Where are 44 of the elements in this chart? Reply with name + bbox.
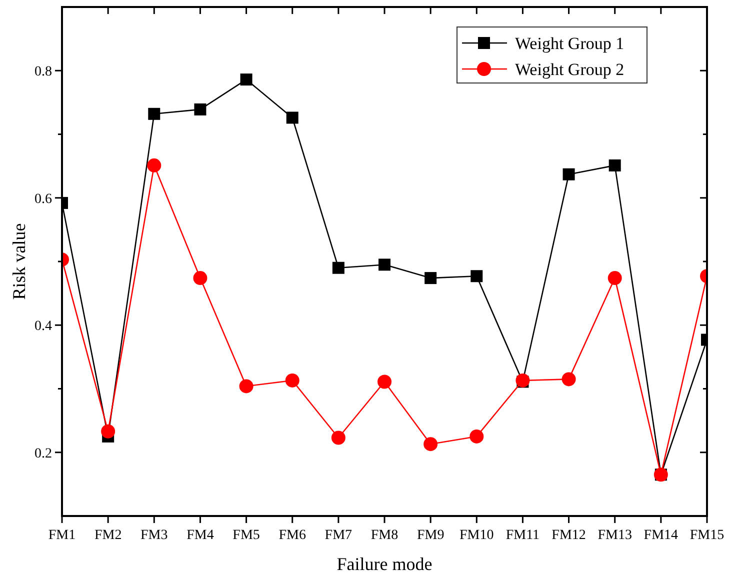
x-tick-label: FM6 bbox=[278, 528, 306, 543]
point bbox=[101, 424, 116, 438]
point bbox=[148, 108, 160, 120]
x-tick-label: FM13 bbox=[598, 528, 632, 543]
point bbox=[608, 271, 622, 286]
legend-label: Weight Group 1 bbox=[515, 34, 624, 53]
y-axis-title: Risk value bbox=[9, 223, 29, 300]
x-tick-label: FM7 bbox=[324, 528, 352, 543]
point bbox=[470, 429, 484, 444]
x-tick-label: FM11 bbox=[506, 528, 540, 543]
x-tick-label: FM15 bbox=[690, 528, 724, 543]
point bbox=[286, 112, 298, 124]
x-tick-label: FM8 bbox=[370, 528, 398, 543]
y-tick-label: 0.2 bbox=[34, 446, 52, 462]
y-tick-label: 0.4 bbox=[34, 319, 52, 334]
point bbox=[332, 262, 344, 274]
point bbox=[424, 272, 437, 284]
point bbox=[285, 373, 300, 388]
point bbox=[378, 374, 392, 389]
x-tick-label: FM4 bbox=[186, 528, 214, 543]
point bbox=[378, 258, 390, 271]
point bbox=[239, 379, 254, 394]
x-tick-label: FM1 bbox=[48, 528, 76, 543]
point bbox=[147, 158, 162, 172]
x-tick-label: FM14 bbox=[644, 528, 678, 543]
point bbox=[562, 168, 575, 180]
x-tick-label: FM9 bbox=[416, 528, 444, 543]
point bbox=[424, 437, 438, 452]
y-tick-label: 0.8 bbox=[34, 64, 52, 80]
point bbox=[240, 74, 252, 86]
x-tick-label: FM5 bbox=[232, 528, 260, 543]
x-tick-label: FM2 bbox=[94, 528, 122, 543]
x-axis-title: Failure mode bbox=[336, 554, 432, 574]
legend-label: Weight Group 2 bbox=[515, 60, 624, 79]
x-tick-label: FM10 bbox=[460, 528, 494, 543]
point bbox=[562, 372, 576, 386]
point bbox=[194, 103, 206, 116]
x-tick-label: FM12 bbox=[552, 528, 586, 543]
point bbox=[193, 271, 208, 286]
y-tick-label: 0.6 bbox=[34, 192, 52, 207]
x-tick-label: FM3 bbox=[140, 528, 168, 543]
point bbox=[470, 270, 483, 282]
point bbox=[608, 159, 621, 172]
point bbox=[331, 430, 346, 445]
